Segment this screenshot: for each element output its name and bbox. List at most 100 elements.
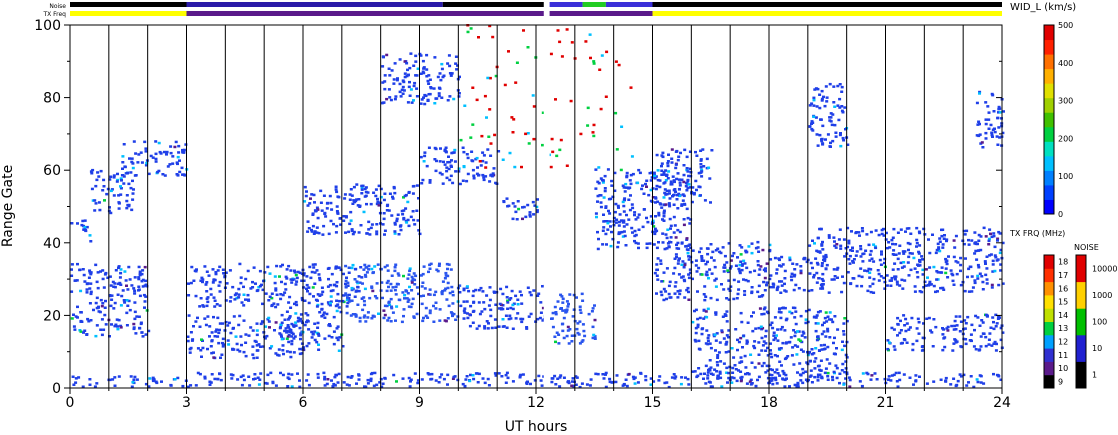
data-cell: [422, 160, 426, 163]
data-cell: [722, 362, 726, 365]
data-cell: [986, 105, 990, 108]
data-cell: [781, 306, 784, 310]
data-cell: [757, 273, 761, 276]
data-cell: [779, 316, 783, 320]
data-cell: [778, 264, 781, 267]
data-cell: [506, 299, 510, 302]
data-cell: [437, 92, 441, 95]
data-cell: [902, 314, 906, 317]
data-cell: [516, 303, 520, 306]
data-cell: [828, 336, 832, 339]
data-cell: [363, 303, 367, 307]
data-cell: [834, 135, 838, 138]
data-cell: [100, 304, 104, 308]
data-cell: [601, 229, 605, 232]
data-cell: [357, 374, 361, 377]
data-cell: [794, 322, 798, 326]
data-cell: [951, 279, 955, 283]
data-cell: [664, 203, 668, 206]
data-cell: [662, 196, 666, 199]
data-cell: [977, 266, 981, 269]
data-cell: [528, 211, 532, 214]
data-cell: [588, 384, 592, 387]
data-cell: [693, 309, 696, 313]
data-cell: [181, 148, 184, 152]
data-cell: [302, 273, 306, 277]
data-cell: [851, 246, 854, 249]
data-cell: [316, 293, 320, 296]
data-cell: [312, 193, 316, 197]
data-cell: [722, 266, 726, 269]
data-cell: [996, 239, 999, 242]
data-cell: [623, 234, 627, 238]
data-cell: [789, 336, 793, 339]
data-cell: [676, 290, 680, 293]
data-cell: [984, 235, 988, 238]
colorbar-cell: [1076, 255, 1086, 283]
data-cell: [709, 366, 713, 369]
data-cell: [821, 272, 825, 276]
data-cell: [725, 320, 729, 323]
data-cell: [944, 376, 948, 380]
data-cell: [727, 287, 731, 291]
data-cell: [859, 245, 863, 248]
data-cell: [263, 337, 267, 340]
data-cell: [342, 215, 346, 218]
data-cell: [244, 277, 248, 281]
data-cell: [896, 316, 900, 320]
data-cell: [358, 316, 362, 320]
data-cell: [117, 266, 120, 269]
data-cell: [399, 228, 403, 232]
data-cell: [217, 331, 221, 335]
data-cell: [508, 298, 512, 301]
data-cell: [273, 329, 276, 332]
data-cell: [138, 270, 142, 273]
data-cell: [290, 385, 294, 388]
data-cell: [391, 311, 395, 314]
data-cell: [739, 311, 743, 315]
data-cell: [602, 226, 606, 229]
data-cell: [821, 287, 825, 290]
data-cell: [723, 254, 727, 258]
data-cell: [989, 253, 993, 256]
data-cell: [724, 351, 728, 354]
data-cell: [657, 241, 660, 244]
data-cell: [550, 380, 554, 384]
data-cell: [337, 195, 341, 199]
data-cell: [977, 134, 981, 138]
data-cell: [539, 311, 543, 314]
data-cell: [173, 378, 177, 381]
scatter-band: [652, 148, 714, 207]
data-cell: [825, 100, 829, 103]
data-cell: [601, 243, 605, 246]
data-cell: [528, 291, 532, 294]
data-cell: [954, 341, 958, 344]
data-cell: [762, 312, 766, 316]
data-cell: [532, 105, 536, 108]
data-cell: [847, 242, 851, 245]
data-cell: [836, 84, 840, 88]
data-cell: [739, 260, 743, 263]
data-cell: [825, 358, 829, 361]
data-cell: [238, 350, 242, 353]
data-cell: [445, 298, 449, 301]
data-cell: [794, 331, 798, 334]
data-cell: [836, 328, 840, 331]
data-cell: [125, 324, 129, 327]
data-cell: [649, 383, 653, 386]
data-cell: [514, 317, 518, 320]
data-cell: [916, 263, 920, 266]
data-cell: [517, 207, 521, 211]
data-cell: [499, 287, 503, 291]
data-cell: [322, 224, 326, 228]
data-cell: [132, 188, 135, 191]
data-cell: [281, 344, 285, 347]
data-cell: [389, 320, 393, 323]
data-cell: [765, 281, 769, 284]
data-cell: [630, 155, 634, 158]
data-cell: [101, 302, 105, 305]
data-cell: [128, 157, 131, 160]
data-cell: [769, 349, 772, 352]
data-cell: [745, 266, 749, 270]
data-cell: [369, 372, 373, 376]
